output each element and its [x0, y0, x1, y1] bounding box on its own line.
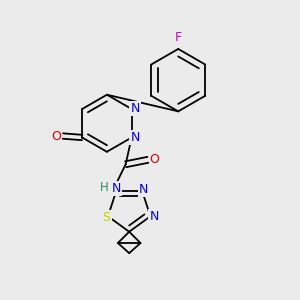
Text: N: N: [130, 103, 140, 116]
Text: N: N: [112, 182, 122, 195]
Text: N: N: [130, 131, 140, 144]
Text: O: O: [150, 153, 159, 166]
Text: H: H: [100, 181, 109, 194]
Text: N: N: [139, 182, 148, 196]
Text: O: O: [51, 130, 61, 142]
Text: F: F: [175, 31, 182, 44]
Text: N: N: [149, 210, 159, 223]
Text: S: S: [103, 211, 110, 224]
